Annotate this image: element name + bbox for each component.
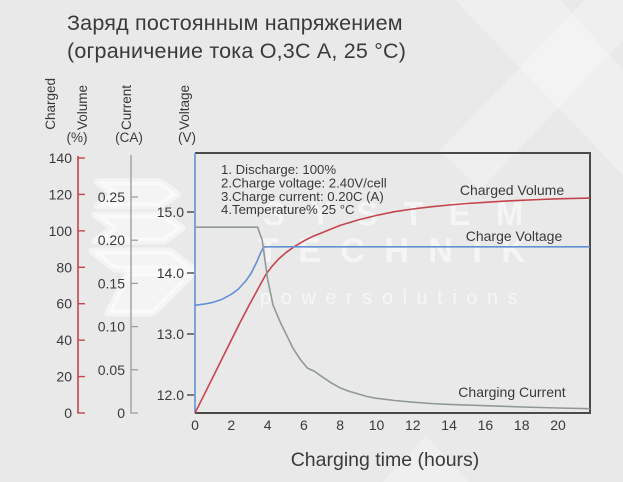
volume-tick-label: 80 bbox=[56, 259, 72, 275]
annotation-line: 3.Charge current: 0.20C (A) bbox=[221, 189, 384, 204]
volume-tick-label: 140 bbox=[49, 150, 73, 166]
axis-title-volume: Volume bbox=[75, 84, 90, 130]
current-tick-label: 0.10 bbox=[98, 319, 125, 335]
x-tick-label: 16 bbox=[478, 417, 494, 433]
x-axis-title: Charging time (hours) bbox=[291, 449, 480, 471]
x-tick-label: 6 bbox=[300, 417, 308, 433]
x-tick-label: 0 bbox=[191, 417, 199, 433]
x-tick-label: 20 bbox=[550, 417, 566, 433]
volume-tick-label: 120 bbox=[49, 186, 73, 202]
annotation-line: 2.Charge voltage: 2.40V/cell bbox=[221, 175, 387, 190]
series-label-voltage: Charge Voltage bbox=[466, 228, 563, 244]
annotation-line: 4.Temperature% 25 °C bbox=[221, 202, 355, 217]
axis-title-current: Current bbox=[119, 84, 134, 130]
axis-title-voltage: Voltage bbox=[177, 84, 192, 130]
x-tick-label: 18 bbox=[514, 417, 530, 433]
voltage-tick-label: 13.0 bbox=[157, 326, 184, 342]
x-tick-label: 2 bbox=[227, 417, 235, 433]
current-tick-label: 0.05 bbox=[98, 362, 125, 378]
series-label-volume: Charged Volume bbox=[460, 182, 565, 198]
plot-border bbox=[195, 152, 591, 414]
series-curve-current bbox=[195, 226, 590, 410]
voltage-tick-label: 12.0 bbox=[157, 387, 184, 403]
volume-tick-label: 60 bbox=[56, 296, 72, 312]
x-tick-label: 10 bbox=[369, 417, 385, 433]
x-tick-label: 12 bbox=[405, 417, 421, 433]
chart-title-line2: (ограничение тока О,3С А, 25 °С) bbox=[67, 39, 407, 64]
volume-tick-label: 100 bbox=[49, 223, 73, 239]
current-tick-label: 0 bbox=[117, 405, 125, 421]
x-tick-label: 4 bbox=[264, 417, 272, 433]
annotation-line: 1. Discharge: 100% bbox=[221, 162, 336, 177]
axis-unit-ca: (CA) bbox=[115, 130, 143, 145]
x-tick-label: 14 bbox=[441, 417, 457, 433]
labels-group: Charging time (hours)1. Discharge: 100%2… bbox=[221, 162, 566, 471]
x-tick-label: 8 bbox=[336, 417, 344, 433]
chart-title-line1: Заряд постоянным напряжением bbox=[67, 11, 403, 35]
current-tick-label: 0.20 bbox=[98, 232, 125, 248]
axis-unit-v: (V) bbox=[178, 130, 196, 145]
series-label-current: Charging Current bbox=[458, 384, 565, 400]
current-tick-label: 0.25 bbox=[98, 189, 125, 205]
volume-tick-label: 0 bbox=[64, 405, 72, 421]
volume-tick-label: 40 bbox=[56, 332, 72, 348]
voltage-tick-label: 14.0 bbox=[157, 265, 184, 281]
volume-tick-label: 20 bbox=[56, 369, 72, 385]
voltage-tick-label: 15.0 bbox=[157, 204, 184, 220]
axis-unit-percent: (%) bbox=[66, 130, 88, 145]
series-group bbox=[194, 197, 590, 414]
axis-title-charged: Charged bbox=[43, 78, 58, 130]
current-tick-label: 0.15 bbox=[98, 275, 125, 291]
chart-title: Заряд постоянным напряжением (ограничени… bbox=[67, 9, 406, 66]
series-curve-volume bbox=[194, 197, 590, 414]
